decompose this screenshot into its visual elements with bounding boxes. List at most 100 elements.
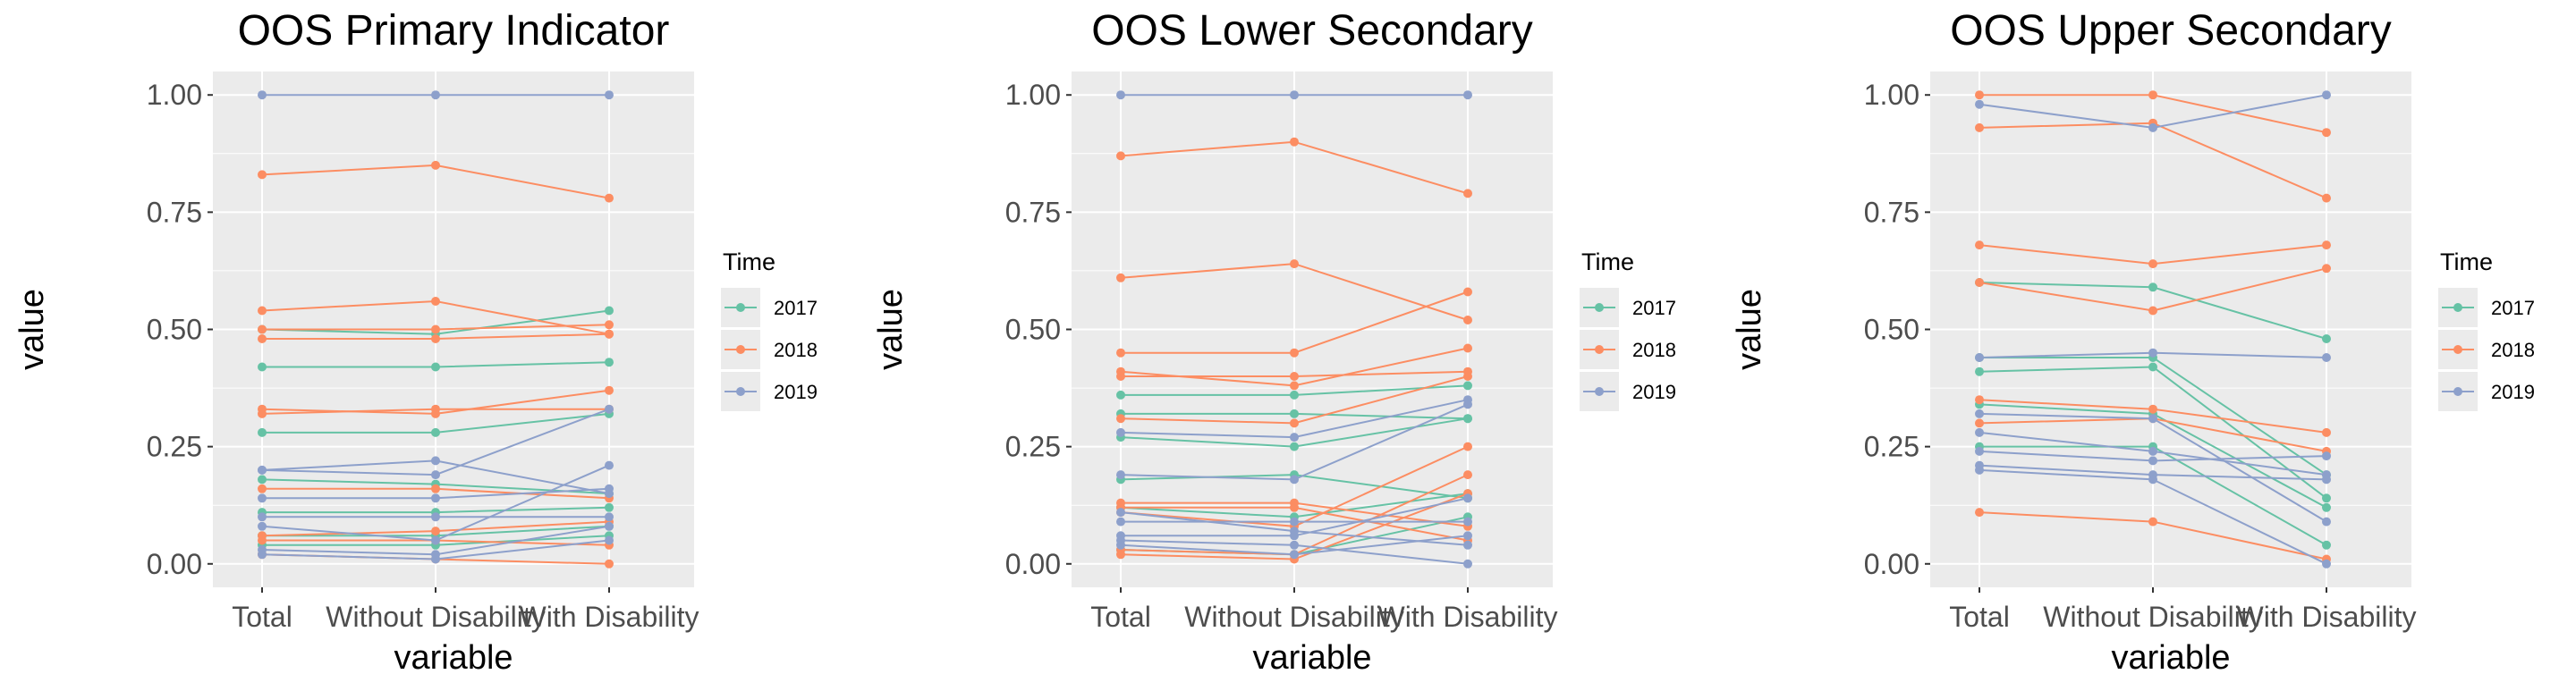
data-point-2017	[1463, 414, 1472, 424]
legend-label-2018: 2018	[1632, 339, 1676, 361]
data-point-2018	[431, 484, 440, 493]
data-point-2018	[1975, 508, 1984, 518]
data-point-2018	[1116, 151, 1125, 161]
data-point-2019	[2322, 353, 2331, 362]
data-point-2018	[431, 324, 440, 334]
data-point-2019	[431, 493, 440, 503]
data-point-2018	[258, 409, 267, 418]
data-point-2019	[1975, 353, 1984, 362]
legend-title: Time	[723, 249, 775, 275]
legend-key-point-2018	[2453, 345, 2462, 354]
data-point-2018	[1116, 414, 1125, 424]
data-point-2019	[1463, 517, 1472, 527]
chart-panel-1: 0.00 0.25 0.50 0.75 1.00 Total Without Disabil…	[13, 7, 818, 677]
data-point-2019	[431, 470, 440, 480]
data-point-2019	[2148, 122, 2157, 132]
y-tick-label: 1.00	[147, 79, 202, 111]
y-tick-label: 0.75	[1005, 196, 1061, 228]
legend-key-point-2017	[736, 303, 745, 312]
data-point-2019	[2148, 446, 2157, 456]
data-point-2019	[431, 90, 440, 100]
x-tick-label: Total	[232, 601, 292, 633]
data-point-2018	[1290, 137, 1299, 147]
legend: Time 2017 2018 2019	[1580, 249, 1676, 411]
data-point-2019	[605, 404, 614, 414]
data-point-2018	[2322, 193, 2331, 203]
data-point-2017	[2148, 362, 2157, 372]
x-axis-title: variable	[394, 639, 513, 677]
data-point-2019	[258, 512, 267, 522]
data-point-2019	[605, 484, 614, 493]
data-point-2018	[1290, 259, 1299, 269]
data-point-2018	[1290, 372, 1299, 381]
y-tick-label: 0.00	[1864, 548, 1919, 580]
data-point-2018	[605, 385, 614, 395]
data-point-2019	[605, 90, 614, 100]
data-point-2019	[431, 554, 440, 564]
data-point-2018	[1290, 348, 1299, 358]
legend-label-2017: 2017	[2491, 297, 2535, 319]
y-tick-label: 0.00	[147, 548, 202, 580]
data-point-2018	[258, 324, 267, 334]
data-point-2017	[1116, 390, 1125, 400]
data-point-2019	[605, 521, 614, 531]
data-point-2019	[2322, 559, 2331, 569]
data-point-2019	[431, 456, 440, 466]
y-axis-title: value	[1731, 289, 1768, 370]
legend-label-2019: 2019	[2491, 381, 2535, 403]
legend-key-point-2018	[736, 345, 745, 354]
y-tick-label: 0.25	[1864, 431, 1919, 463]
chart-title: OOS Upper Secondary	[1950, 7, 2392, 55]
data-point-2018	[258, 306, 267, 316]
data-point-2018	[1975, 395, 1984, 405]
data-point-2018	[1463, 189, 1472, 198]
data-point-2018	[605, 559, 614, 569]
data-point-2019	[258, 521, 267, 531]
data-point-2019	[1116, 470, 1125, 480]
y-tick-label: 0.50	[147, 314, 202, 346]
data-point-2017	[1290, 409, 1299, 418]
data-point-2018	[1463, 470, 1472, 480]
data-point-2019	[1290, 550, 1299, 560]
legend-label-2017: 2017	[1632, 297, 1676, 319]
data-point-2018	[605, 320, 614, 330]
x-tick-label: Without Disability	[1184, 601, 1403, 633]
y-axis-title: value	[13, 289, 51, 370]
data-point-2019	[2148, 348, 2157, 358]
y-tick-label: 1.00	[1864, 79, 1919, 111]
data-point-2019	[1463, 493, 1472, 503]
x-tick-label: Without Disability	[2043, 601, 2262, 633]
data-point-2019	[2148, 456, 2157, 466]
data-point-2018	[2148, 306, 2157, 316]
data-point-2018	[258, 535, 267, 545]
y-tick-label: 0.50	[1005, 314, 1061, 346]
data-point-2018	[605, 193, 614, 203]
y-tick-label: 0.50	[1864, 314, 1919, 346]
data-point-2018	[2148, 404, 2157, 414]
data-point-2019	[1290, 540, 1299, 550]
data-point-2019	[1290, 531, 1299, 541]
data-point-2019	[605, 460, 614, 470]
x-axis-title: variable	[1252, 639, 1371, 677]
legend-label-2017: 2017	[774, 297, 818, 319]
data-point-2017	[431, 427, 440, 437]
data-point-2017	[1463, 381, 1472, 391]
data-point-2017	[1290, 390, 1299, 400]
data-point-2019	[258, 465, 267, 475]
data-point-2018	[1116, 550, 1125, 560]
y-tick-label: 0.75	[1864, 196, 1919, 228]
x-tick-label: Total	[1090, 601, 1151, 633]
data-point-2017	[2322, 502, 2331, 512]
chart-title: OOS Primary Indicator	[238, 7, 670, 55]
data-point-2018	[258, 334, 267, 343]
data-point-2019	[1463, 559, 1472, 569]
chart-title: OOS Lower Secondary	[1091, 7, 1533, 55]
data-point-2017	[258, 427, 267, 437]
data-point-2018	[1463, 287, 1472, 297]
data-point-2019	[1975, 465, 1984, 475]
legend-key-point-2017	[2453, 303, 2462, 312]
legend-label-2019: 2019	[1632, 381, 1676, 403]
data-point-2018	[431, 334, 440, 343]
y-tick-label: 0.00	[1005, 548, 1061, 580]
data-point-2018	[2148, 517, 2157, 527]
